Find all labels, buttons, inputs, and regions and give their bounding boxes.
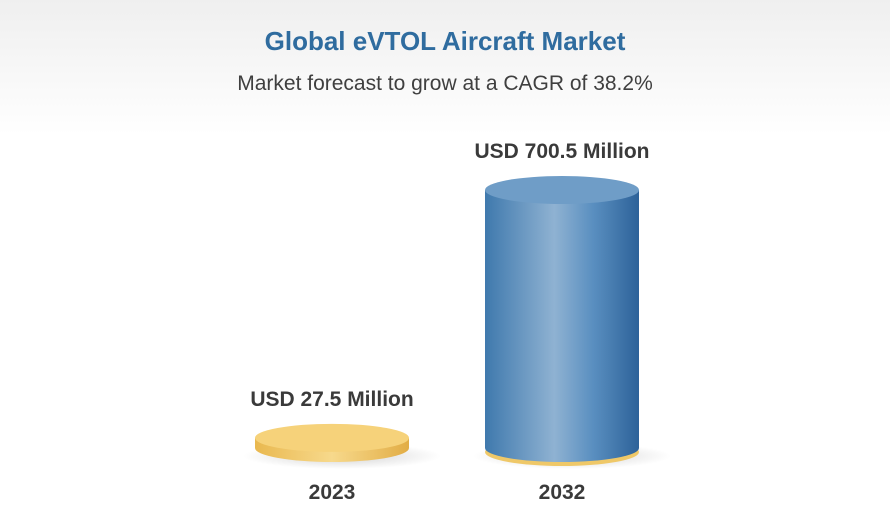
bar-top bbox=[485, 176, 639, 204]
bar-top bbox=[255, 423, 409, 452]
bar-body bbox=[485, 190, 639, 462]
x-tick-label: 2023 bbox=[309, 481, 356, 504]
x-tick-label: 2032 bbox=[539, 481, 586, 504]
bar-value-label: USD 27.5 Million bbox=[250, 388, 413, 411]
bar-value-label: USD 700.5 Million bbox=[474, 140, 649, 163]
chart-subtitle: Market forecast to grow at a CAGR of 38.… bbox=[237, 72, 653, 95]
chart-title: Global eVTOL Aircraft Market bbox=[264, 26, 626, 56]
